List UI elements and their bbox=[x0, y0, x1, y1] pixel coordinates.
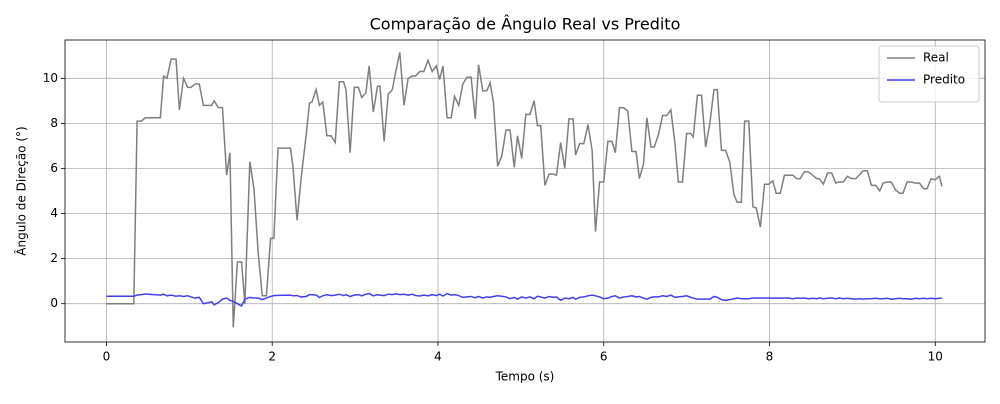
legend: Real Predito bbox=[878, 45, 980, 103]
x-tick-label: 0 bbox=[103, 350, 111, 364]
y-tick-label: 2 bbox=[50, 251, 58, 265]
legend-label: Real bbox=[923, 51, 949, 65]
y-tick-label: 10 bbox=[43, 71, 58, 85]
x-tick-label: 4 bbox=[434, 350, 442, 364]
x-tick-label: 2 bbox=[268, 350, 276, 364]
x-axis-label: Tempo (s) bbox=[495, 370, 555, 384]
line-series bbox=[106, 52, 943, 328]
x-tick-label: 10 bbox=[928, 350, 943, 364]
line-series bbox=[106, 292, 942, 307]
y-tick-label: 4 bbox=[50, 206, 58, 220]
legend-box bbox=[878, 45, 980, 103]
plot-frame bbox=[64, 39, 986, 343]
y-axis-label: Ângulo de Direção (°) bbox=[14, 126, 29, 255]
y-tick-label: 6 bbox=[50, 161, 58, 175]
y-tick-label: 8 bbox=[50, 116, 58, 130]
x-tick-label: 8 bbox=[766, 350, 774, 364]
x-tick-label: 6 bbox=[600, 350, 608, 364]
chart-title: Comparação de Ângulo Real vs Predito bbox=[370, 15, 681, 34]
y-tick-label: 0 bbox=[50, 296, 58, 310]
legend-label: Predito bbox=[923, 73, 965, 87]
